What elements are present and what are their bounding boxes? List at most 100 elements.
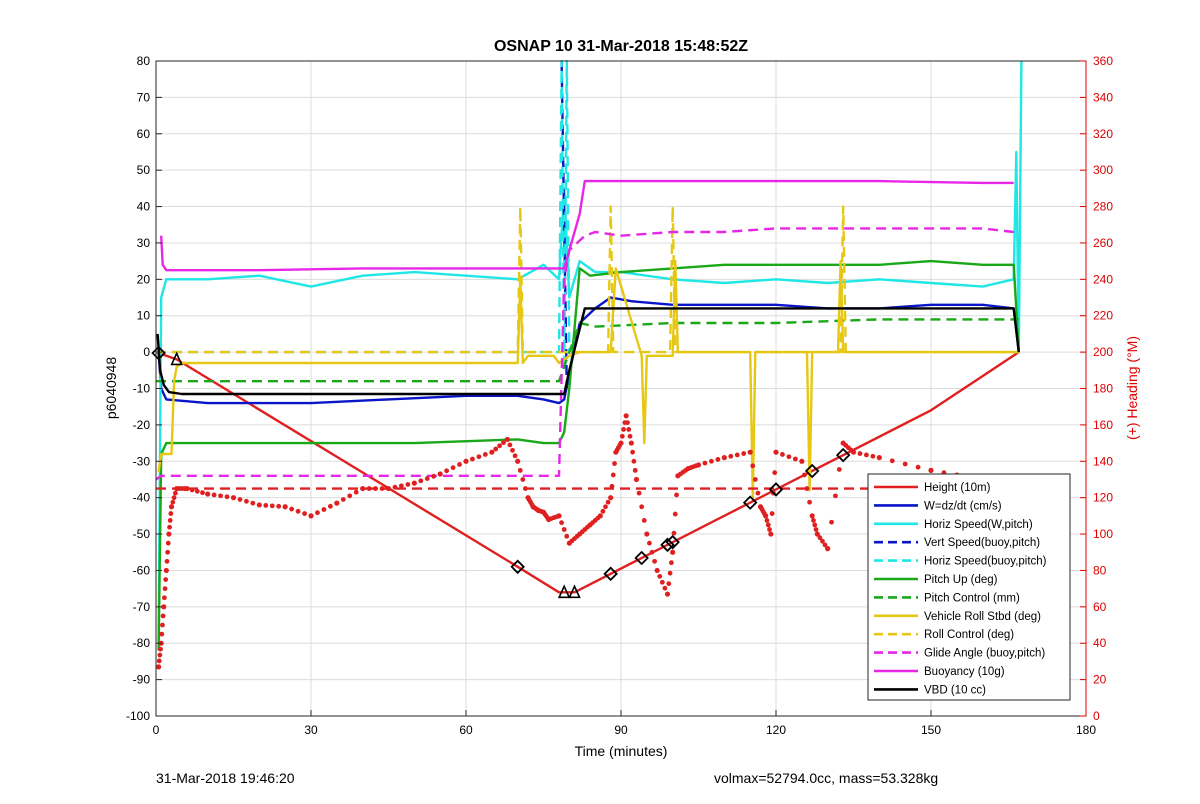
heading-point: [282, 504, 288, 510]
series-line: [157, 60, 1023, 644]
heading-point: [504, 436, 510, 443]
diamond-marker: [603, 566, 618, 582]
triangle-marker: [568, 584, 581, 599]
heading-point: [431, 473, 437, 479]
heading-point: [289, 506, 295, 512]
heading-point: [631, 458, 637, 464]
y2-tick-label: 60: [1093, 600, 1107, 614]
heading-point: [158, 646, 163, 652]
y2-tick-label: 200: [1093, 345, 1113, 359]
heading-point: [308, 513, 314, 519]
heading-point: [263, 502, 269, 508]
heading-point: [163, 577, 169, 582]
series-line: [156, 318, 1019, 383]
x-tick-label: 90: [614, 723, 628, 737]
heading-point: [476, 454, 482, 460]
heading-point: [802, 472, 807, 478]
heading-point: [876, 455, 882, 461]
heading-point: [657, 573, 663, 579]
legend-entry: Horiz Speed(W,pitch): [924, 519, 1033, 531]
legend-entry: Height (10m): [924, 482, 991, 494]
heading-point: [825, 546, 831, 552]
heading-point: [750, 463, 756, 469]
heading-point: [807, 499, 812, 505]
heading-point: [820, 538, 825, 544]
heading-point: [639, 504, 645, 510]
heading-point: [715, 457, 721, 462]
heading-point: [799, 458, 805, 464]
heading-point: [870, 453, 876, 459]
heading-point: [450, 465, 456, 471]
axes: 0 30 60 90 120 150 18080706050403020100-10-20-…: [126, 54, 1113, 737]
chart: 0 30 60 90 120 150 18080706050403020100-10-20-…: [103, 38, 1140, 759]
heading-point: [165, 540, 171, 546]
x-tick-label: 0: [153, 723, 160, 737]
heading-point: [559, 520, 564, 526]
heading-point: [833, 493, 838, 499]
heading-point: [520, 477, 526, 482]
heading-point: [667, 570, 673, 576]
heading-point: [269, 503, 275, 509]
heading-point: [162, 586, 168, 592]
y2-tick-label: 360: [1093, 54, 1113, 68]
legend-entry: Pitch Up (deg): [924, 574, 998, 586]
heading-point: [780, 452, 785, 457]
x-axis-label: Time (minutes): [575, 743, 668, 759]
heading-point: [218, 493, 223, 499]
heading-point: [166, 531, 172, 537]
legend-entry: Pitch Control (mm): [924, 592, 1020, 604]
heading-point: [848, 447, 854, 453]
heading-point: [721, 455, 727, 461]
heading-point: [512, 453, 518, 459]
heading-point: [482, 452, 488, 457]
heading-point: [764, 518, 770, 523]
heading-point: [672, 511, 678, 517]
heading-point: [666, 581, 672, 587]
heading-point: [411, 480, 417, 486]
y-tick-label: 70: [137, 90, 151, 104]
heading-point: [809, 513, 815, 519]
heading-point: [168, 504, 175, 510]
heading-point: [161, 595, 167, 601]
y2-tick-label: 180: [1093, 382, 1113, 396]
heading-point: [194, 488, 200, 494]
y2-tick-label: 100: [1093, 527, 1113, 541]
heading-point: [617, 442, 623, 448]
heading-point: [373, 486, 378, 491]
heading-point: [752, 477, 758, 482]
triangle-marker: [170, 351, 183, 366]
heading-point: [625, 420, 630, 426]
heading-point: [167, 524, 172, 530]
heading-point: [641, 518, 647, 523]
heading-point: [670, 549, 676, 555]
heading-point: [786, 454, 792, 460]
y-tick-label: -60: [133, 563, 151, 577]
heading-point: [574, 533, 580, 539]
y-tick-label: 40: [137, 200, 151, 214]
heading-point: [276, 503, 282, 509]
heading-point: [554, 514, 559, 520]
y-tick-label: 60: [137, 127, 151, 141]
heading-point: [636, 490, 642, 496]
diamond-marker: [510, 559, 525, 575]
legend-entry: VBD (10 cc): [924, 684, 986, 696]
heading-point: [424, 476, 430, 481]
heading-point: [822, 542, 828, 548]
heading-point: [237, 497, 243, 502]
y-tick-label: 30: [137, 236, 151, 250]
heading-point: [627, 433, 633, 439]
heading-point: [155, 664, 162, 670]
y2-tick-label: 160: [1093, 418, 1113, 432]
heading-point: [811, 518, 816, 523]
heading-point: [156, 658, 162, 664]
x-tick-label: 30: [304, 723, 318, 737]
heading-point: [510, 447, 515, 453]
heading-point: [360, 485, 366, 492]
heading-point: [595, 515, 601, 521]
x-tick-label: 120: [766, 723, 786, 737]
heading-point: [626, 427, 632, 432]
heading-point: [497, 443, 502, 449]
heading-point: [161, 604, 167, 610]
heading-point: [463, 458, 469, 464]
x-tick-label: 180: [1076, 723, 1096, 737]
